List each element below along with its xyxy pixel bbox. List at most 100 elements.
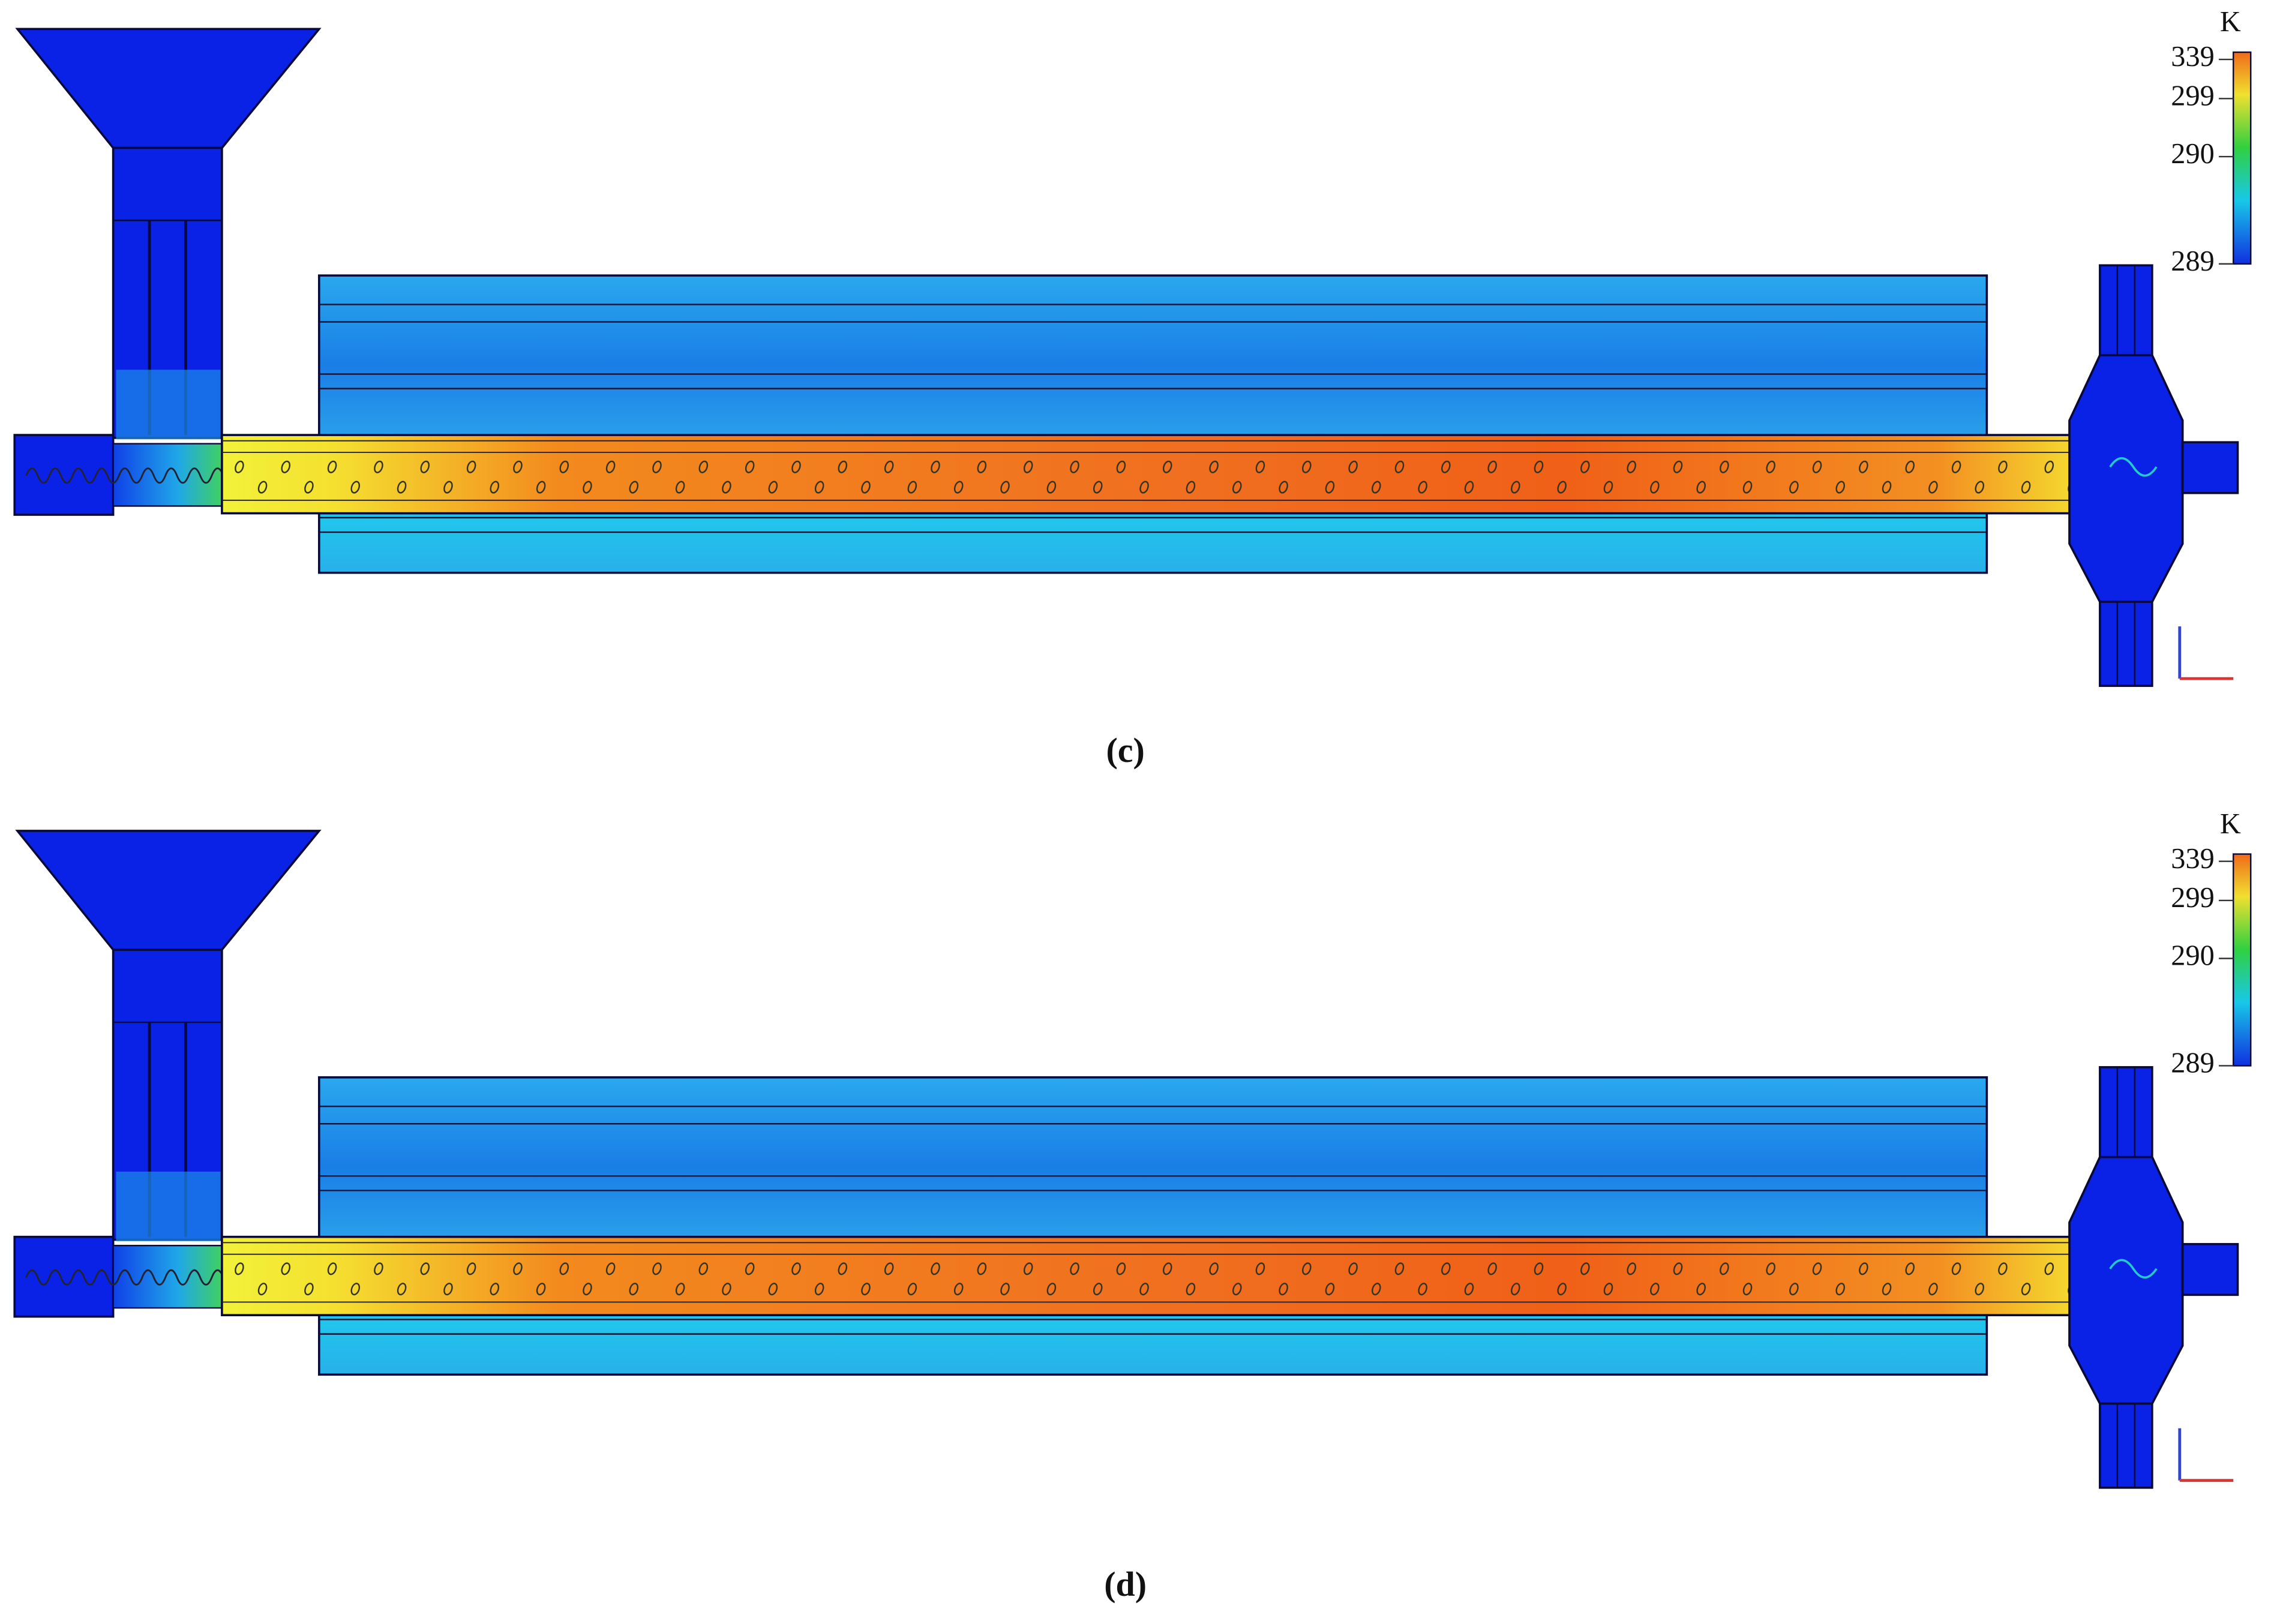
screw-flight bbox=[1487, 460, 1497, 473]
panel-label: (c) bbox=[1106, 731, 1144, 770]
screw-flight bbox=[698, 460, 709, 473]
screw bbox=[25, 1269, 236, 1286]
screw-flight bbox=[1279, 1283, 1288, 1296]
screw-flight bbox=[1186, 1283, 1196, 1296]
screw-flight bbox=[490, 481, 500, 494]
screw-flight bbox=[768, 1283, 778, 1296]
screw-flight bbox=[1394, 1262, 1405, 1275]
jacket bbox=[318, 1076, 1988, 1376]
screw-flight bbox=[1998, 1262, 2008, 1275]
screw-flight bbox=[791, 460, 801, 473]
screw-flight bbox=[814, 1283, 824, 1296]
outlet-nozzle bbox=[2181, 1242, 2239, 1296]
screw-flight bbox=[1302, 1262, 1312, 1275]
screw-flight bbox=[1650, 481, 1660, 494]
hopper bbox=[15, 830, 322, 951]
screw-flight bbox=[1464, 1283, 1474, 1296]
colorbar-unit: K bbox=[2220, 6, 2241, 38]
screw-flight bbox=[583, 1283, 592, 1296]
screw-flight bbox=[1023, 1262, 1033, 1275]
screw-flight bbox=[675, 481, 685, 494]
screw-flight bbox=[559, 1262, 569, 1275]
screw bbox=[25, 467, 236, 484]
screw-flight bbox=[1859, 1262, 1868, 1275]
inlet bbox=[13, 1235, 115, 1318]
screw-flight bbox=[536, 1283, 546, 1296]
screw-flight bbox=[1696, 1283, 1706, 1296]
screw-flight bbox=[1372, 1283, 1381, 1296]
screw-flight bbox=[1255, 460, 1265, 473]
screw-flight bbox=[281, 1262, 291, 1275]
screw-flight bbox=[2044, 460, 2054, 473]
screw-flight bbox=[350, 1283, 361, 1296]
screw-flight bbox=[907, 481, 917, 494]
screw-flight bbox=[2021, 481, 2031, 494]
screw-flight bbox=[1928, 1283, 1938, 1296]
screw-flight bbox=[1394, 460, 1405, 473]
tube bbox=[221, 434, 2090, 515]
screw-flight bbox=[1046, 481, 1057, 494]
screw-flight bbox=[1905, 1262, 1915, 1275]
screw-flight bbox=[1975, 1283, 1985, 1296]
screw-flight bbox=[1348, 460, 1358, 473]
screw-flight bbox=[1162, 460, 1172, 473]
screw-flight bbox=[1186, 481, 1196, 494]
screw-flight bbox=[1441, 1262, 1451, 1275]
screw-flight bbox=[1742, 1283, 1753, 1296]
screw-flight bbox=[443, 1283, 453, 1296]
screw-flight bbox=[953, 1283, 964, 1296]
screw-flight bbox=[1000, 1283, 1010, 1296]
screw-flight bbox=[1998, 460, 2008, 473]
screw-flight bbox=[1255, 1262, 1265, 1275]
screw-flight bbox=[281, 460, 291, 473]
screw-flight bbox=[1928, 481, 1938, 494]
screw-flight bbox=[861, 1283, 871, 1296]
screw-flight bbox=[884, 460, 894, 473]
screw-flight bbox=[1116, 1262, 1126, 1275]
screw-flight bbox=[1487, 1262, 1497, 1275]
screw-flight bbox=[1951, 1262, 1961, 1275]
screw-flight bbox=[1325, 1283, 1335, 1296]
screw-flight bbox=[1232, 481, 1242, 494]
screw-flight bbox=[513, 1262, 523, 1275]
screw-flight bbox=[675, 1283, 685, 1296]
colorbar-tick-label: 289 bbox=[2171, 1047, 2215, 1079]
screw-flight bbox=[327, 1262, 337, 1275]
screw-flight bbox=[1209, 460, 1219, 473]
screw-flight bbox=[536, 481, 546, 494]
screw-flight bbox=[1650, 1283, 1660, 1296]
jacket bbox=[318, 274, 1988, 574]
screw-flight bbox=[1603, 481, 1613, 494]
screw-flight bbox=[304, 1283, 314, 1296]
inlet bbox=[13, 434, 115, 516]
screw-flight bbox=[1951, 460, 1961, 473]
screw-flight bbox=[652, 460, 662, 473]
screw-flight bbox=[1673, 1262, 1683, 1275]
colorbar-tick-label: 339 bbox=[2171, 41, 2215, 73]
screw-flight bbox=[838, 1262, 848, 1275]
screw-flight bbox=[1673, 460, 1683, 473]
screw-flight bbox=[652, 1262, 662, 1275]
screw-section bbox=[112, 1244, 223, 1309]
screw-flight bbox=[257, 1283, 268, 1296]
screw-flight bbox=[722, 481, 731, 494]
screw-flight bbox=[1534, 460, 1544, 473]
screw-flight bbox=[1627, 1262, 1636, 1275]
outlet-body bbox=[2068, 354, 2184, 603]
screw-flight bbox=[768, 481, 778, 494]
colorbar bbox=[2233, 51, 2252, 265]
column-warm bbox=[116, 1171, 221, 1241]
screw-flight bbox=[1812, 460, 1822, 473]
screw-flight bbox=[1720, 460, 1729, 473]
screw-flight bbox=[1557, 1283, 1567, 1296]
screw-flight bbox=[327, 460, 337, 473]
screw-flight bbox=[1023, 460, 1033, 473]
screw-flight bbox=[2044, 1262, 2054, 1275]
screw-flight bbox=[838, 460, 848, 473]
screw-flight bbox=[745, 1262, 755, 1275]
screw-flight bbox=[1789, 481, 1799, 494]
colorbar-tick-label: 290 bbox=[2171, 940, 2215, 972]
screw-flight bbox=[1789, 1283, 1799, 1296]
